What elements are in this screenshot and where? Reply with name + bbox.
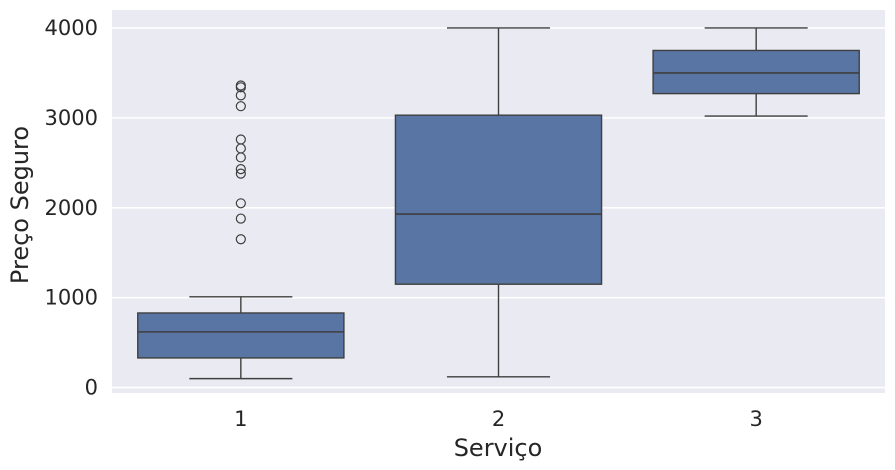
- outlier-point: [235, 198, 246, 209]
- y-axis-label: Preço Seguro: [6, 126, 34, 284]
- y-tick-label: 0: [85, 376, 98, 400]
- y-tick-labels: 0 1000 2000 3000 4000: [45, 16, 98, 400]
- outlier-point: [235, 164, 246, 175]
- x-tick-label: 3: [749, 407, 762, 431]
- outlier-point: [235, 234, 246, 245]
- box-group: [137, 80, 345, 380]
- y-tick-label: 2000: [45, 196, 98, 220]
- x-tick-labels: 1 2 3: [234, 407, 763, 431]
- outlier-point: [235, 168, 246, 179]
- x-tick-label: 2: [492, 407, 505, 431]
- x-tick-label: 1: [234, 407, 247, 431]
- iqr-box: [137, 312, 345, 359]
- box-group: [652, 27, 860, 117]
- outlier-point: [235, 101, 246, 112]
- outlier-point: [235, 90, 246, 101]
- iqr-box: [394, 114, 603, 285]
- y-tick-label: 3000: [45, 106, 98, 130]
- x-axis-label: Serviço: [454, 434, 543, 462]
- outlier-point: [235, 80, 246, 91]
- iqr-box: [652, 49, 860, 95]
- y-tick-label: 1000: [45, 286, 98, 310]
- y-tick-label: 4000: [45, 16, 98, 40]
- outlier-point: [235, 134, 246, 145]
- box-group: [394, 27, 603, 378]
- boxes: [137, 27, 860, 380]
- outlier-point: [235, 213, 246, 224]
